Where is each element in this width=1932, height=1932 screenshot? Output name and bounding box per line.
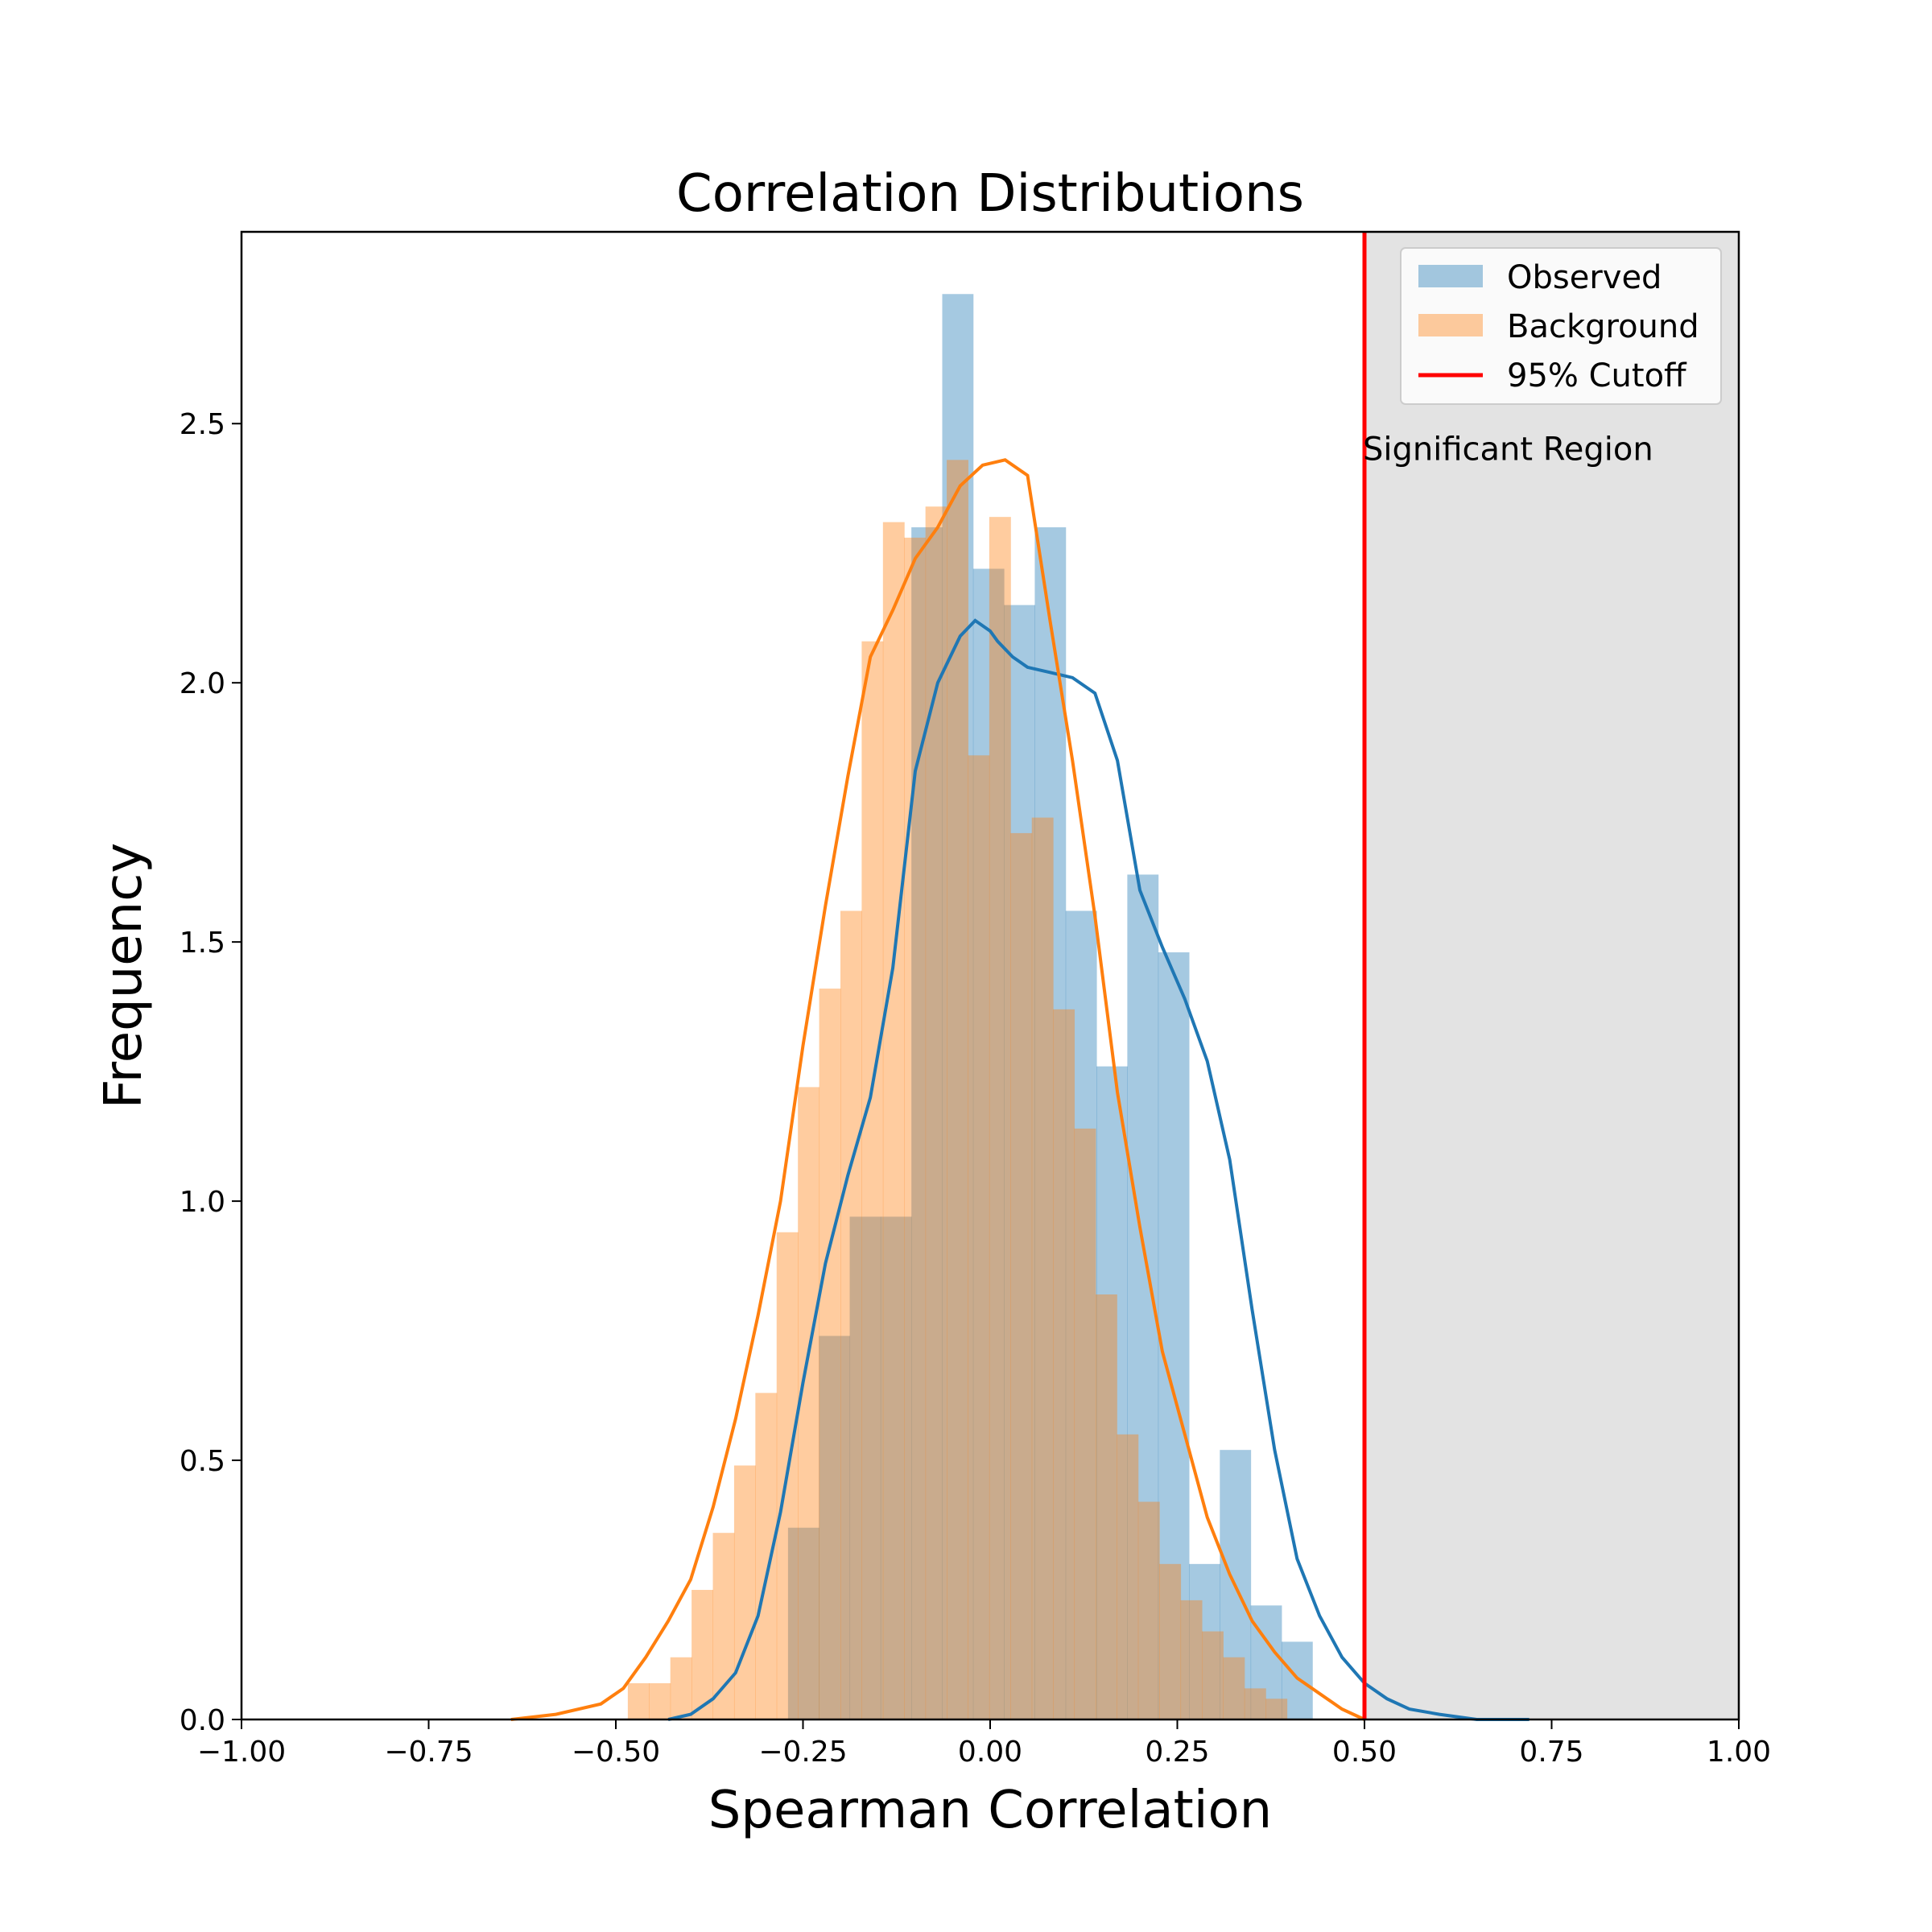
background-bar — [1202, 1631, 1224, 1719]
y-tick-label: 1.0 — [180, 1186, 225, 1219]
y-tick-label: 2.0 — [180, 667, 225, 700]
observed-histogram — [787, 294, 1313, 1719]
legend-swatch — [1418, 314, 1483, 336]
background-bar — [627, 1682, 650, 1719]
observed-bar — [880, 1216, 912, 1719]
legend-box — [1400, 247, 1722, 405]
y-tick-label: 1.5 — [180, 927, 225, 960]
background-bar — [840, 910, 862, 1719]
observed-bar — [1096, 1066, 1128, 1719]
background-bar — [733, 1465, 756, 1719]
observed-bar — [1004, 605, 1035, 1719]
background-bar — [1010, 832, 1033, 1719]
background-bar — [989, 517, 1011, 1719]
background-bar — [649, 1682, 671, 1719]
background-bar — [968, 755, 990, 1719]
x-tick-label: −0.25 — [758, 1736, 847, 1769]
background-bar — [798, 1087, 820, 1719]
x-tick-label: 0.50 — [1332, 1736, 1397, 1769]
x-tick-label: −0.50 — [572, 1736, 660, 1769]
observed-bar — [1065, 910, 1097, 1719]
background-bar — [1265, 1699, 1288, 1719]
y-axis-title: Frequency — [94, 843, 154, 1109]
legend-label: Observed — [1507, 259, 1662, 296]
y-axis: 0.0 0.5 1.0 1.5 2.0 2.5 — [180, 408, 242, 1737]
observed-bar — [787, 1527, 819, 1719]
background-bar — [947, 460, 968, 1719]
x-axis: −1.00 −0.75 −0.50 −0.25 0.00 0.25 0.50 0.75 1.00 — [197, 1719, 1771, 1769]
x-tick-label: 0.00 — [958, 1736, 1022, 1769]
observed-bar — [1281, 1641, 1313, 1719]
observed-bar — [972, 568, 1005, 1719]
background-bar — [670, 1657, 692, 1719]
observed-bar — [1034, 527, 1067, 1719]
background-bar — [925, 506, 947, 1719]
x-axis-title: Spearman Correlation — [708, 1781, 1272, 1840]
observed-bar — [849, 1216, 881, 1719]
legend-swatch — [1418, 265, 1483, 287]
background-bar — [1117, 1434, 1139, 1719]
background-bar — [755, 1393, 778, 1719]
x-tick-label: 0.75 — [1519, 1736, 1583, 1769]
observed-bar — [942, 294, 974, 1719]
background-bar — [1159, 1563, 1182, 1719]
background-bar — [712, 1533, 735, 1719]
legend-label: 95% Cutoff — [1507, 357, 1687, 394]
background-bar — [1223, 1657, 1245, 1719]
x-tick-label: −0.75 — [384, 1736, 473, 1769]
legend: Observed Background 95% Cutoff — [1400, 247, 1722, 405]
observed-bar — [819, 1335, 851, 1719]
background-bar — [819, 989, 841, 1719]
background-bar — [861, 641, 884, 1720]
background-bar — [1074, 1128, 1096, 1719]
y-tick-label: 0.0 — [180, 1704, 225, 1737]
legend-label: Background — [1507, 308, 1699, 345]
chart-title: Correlation Distributions — [676, 164, 1304, 224]
significant-region-label: Significant Region — [1363, 431, 1653, 468]
background-bar — [1137, 1501, 1160, 1719]
x-tick-label: −1.00 — [197, 1736, 286, 1769]
background-bar — [1095, 1294, 1117, 1719]
background-bar — [691, 1590, 714, 1719]
y-tick-label: 0.5 — [180, 1445, 225, 1478]
observed-bar — [1158, 952, 1190, 1719]
background-histogram — [627, 460, 1288, 1720]
x-tick-label: 1.00 — [1707, 1736, 1771, 1769]
background-bar — [1031, 817, 1054, 1719]
significant-region — [1364, 232, 1739, 1719]
observed-bar — [1189, 1563, 1220, 1719]
observed-kde-line — [667, 618, 1530, 1721]
background-bar — [882, 522, 905, 1719]
background-bar — [1244, 1688, 1266, 1719]
background-bar — [904, 537, 927, 1719]
background-bar — [1180, 1600, 1203, 1719]
x-tick-label: 0.25 — [1145, 1736, 1209, 1769]
background-bar — [1053, 1009, 1075, 1719]
background-kde-line — [510, 458, 1365, 1721]
y-tick-label: 2.5 — [180, 408, 225, 441]
